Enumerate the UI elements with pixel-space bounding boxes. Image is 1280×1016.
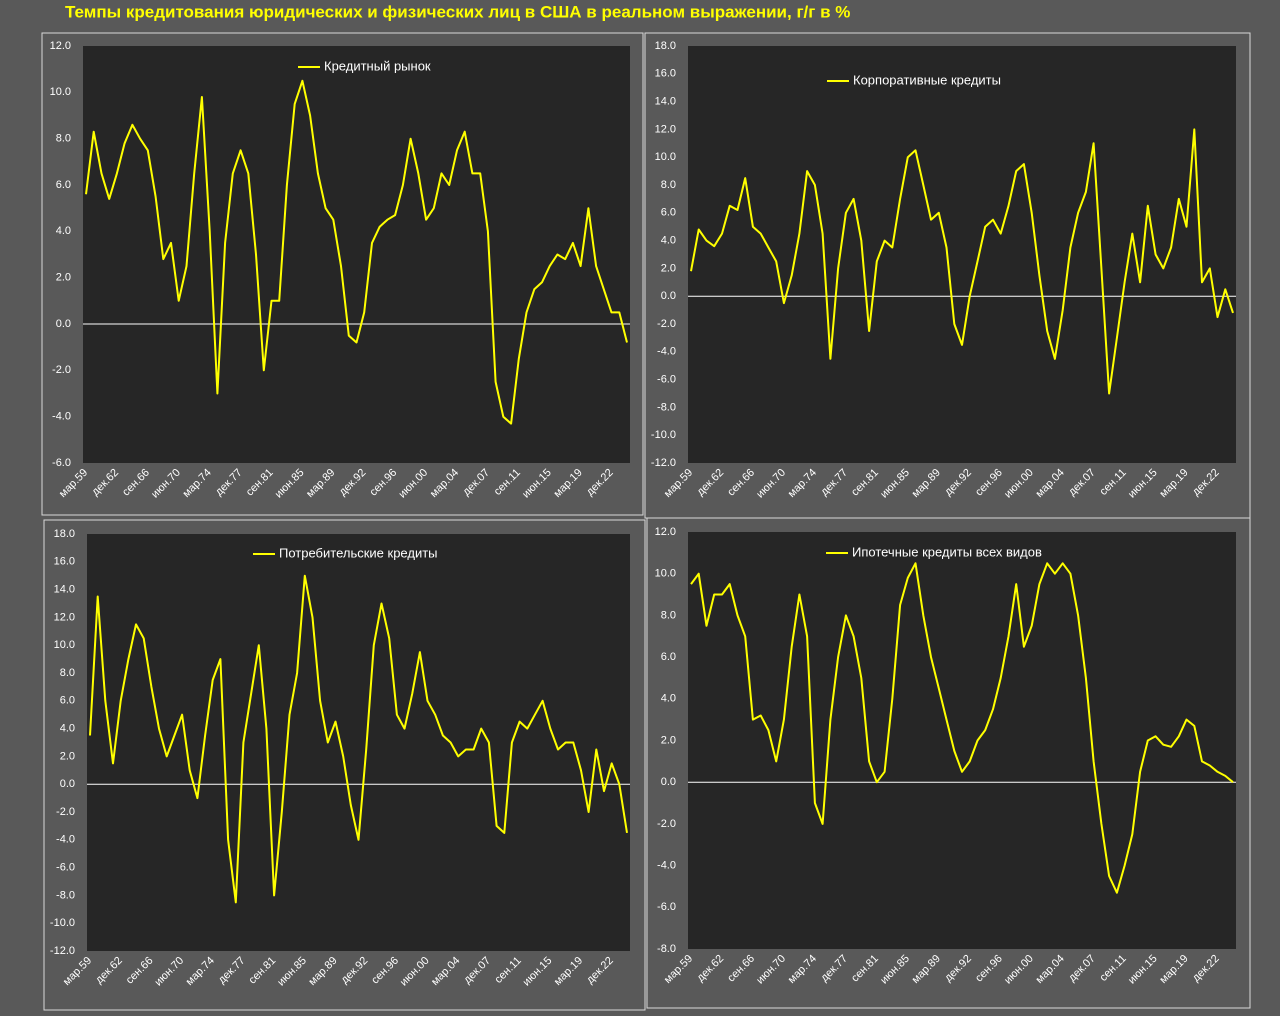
y-tick-label: 2.0 [661, 262, 676, 274]
data-line [690, 562, 1234, 894]
y-tick-label: 16.0 [54, 556, 75, 568]
y-tick-label: 10.0 [655, 151, 676, 163]
y-tick-label: 6.0 [661, 207, 676, 219]
y-tick-label: 2.0 [661, 734, 676, 746]
chart-panel: -6.0-4.0-2.00.02.04.06.08.010.012.0мар.5… [41, 32, 644, 516]
y-tick-label: 4.0 [661, 693, 676, 705]
y-tick-label: 6.0 [661, 651, 676, 663]
y-tick-label: -10.0 [50, 917, 75, 929]
chart-panel: -8.0-6.0-4.0-2.00.02.04.06.08.010.012.0м… [646, 517, 1251, 1009]
y-tick-label: -4.0 [52, 411, 71, 423]
legend-label: Кредитный рынок [324, 58, 431, 73]
y-tick-label: 10.0 [50, 86, 71, 98]
y-tick-label: 14.0 [655, 96, 676, 108]
y-tick-label: -8.0 [56, 889, 75, 901]
y-tick-label: -2.0 [657, 818, 676, 830]
y-tick-label: 16.0 [655, 68, 676, 80]
y-tick-label: 8.0 [60, 667, 75, 679]
y-tick-label: 14.0 [54, 584, 75, 596]
y-tick-label: 4.0 [661, 235, 676, 247]
y-tick-label: 12.0 [655, 123, 676, 135]
y-tick-label: 12.0 [54, 611, 75, 623]
data-line [85, 79, 628, 425]
y-tick-label: 2.0 [56, 272, 71, 284]
y-tick-label: -6.0 [657, 901, 676, 913]
y-tick-label: -6.0 [657, 374, 676, 386]
page-title: Темпы кредитования юридических и физичес… [65, 2, 850, 21]
y-tick-label: 4.0 [56, 225, 71, 237]
plot-area [83, 46, 630, 463]
plot-area [87, 534, 630, 951]
legend-label: Потребительские кредиты [279, 545, 438, 560]
y-tick-label: 8.0 [56, 133, 71, 145]
y-tick-label: 10.0 [54, 639, 75, 651]
y-tick-label: 0.0 [60, 778, 75, 790]
y-tick-label: 18.0 [54, 528, 75, 540]
chart-panel: -12.0 -10.0 -8.0 -6.0 -4.0 -2.0 0.0 2.0 4.0 6.0 8.… [644, 32, 1251, 519]
y-tick-label: -10.0 [651, 429, 676, 441]
chart-panel: -12.0 -10.0 -8.0 -6.0 -4.0 -2.0 0.0 2.0 4.0 6.0 8.… [43, 519, 646, 1011]
y-tick-label: 0.0 [661, 290, 676, 302]
data-line [690, 128, 1234, 395]
y-tick-label: -8.0 [657, 943, 676, 955]
y-tick-label: 6.0 [60, 695, 75, 707]
y-tick-label: -8.0 [657, 401, 676, 413]
legend-label: Ипотечные кредиты всех видов [852, 544, 1042, 559]
y-tick-label: 0.0 [661, 776, 676, 788]
y-tick-label: 0.0 [56, 318, 71, 330]
plot-area [688, 46, 1236, 463]
y-tick-label: -2.0 [52, 364, 71, 376]
y-tick-label: -6.0 [56, 862, 75, 874]
data-line [89, 574, 628, 904]
y-tick-label: 6.0 [56, 179, 71, 191]
y-tick-label: 18.0 [655, 40, 676, 52]
y-tick-label: -4.0 [657, 346, 676, 358]
y-tick-label: 10.0 [655, 568, 676, 580]
y-tick-label: 12.0 [50, 40, 71, 52]
y-tick-label: -12.0 [50, 945, 75, 957]
y-tick-label: 4.0 [60, 723, 75, 735]
y-tick-label: 12.0 [655, 526, 676, 538]
y-tick-label: 8.0 [661, 609, 676, 621]
y-tick-label: 2.0 [60, 750, 75, 762]
y-tick-label: -4.0 [657, 860, 676, 872]
y-tick-label: -12.0 [651, 457, 676, 469]
y-tick-label: -2.0 [56, 806, 75, 818]
y-tick-label: -2.0 [657, 318, 676, 330]
y-tick-label: -6.0 [52, 457, 71, 469]
y-tick-label: 8.0 [661, 179, 676, 191]
legend-label: Корпоративные кредиты [853, 72, 1001, 87]
y-tick-label: -4.0 [56, 834, 75, 846]
